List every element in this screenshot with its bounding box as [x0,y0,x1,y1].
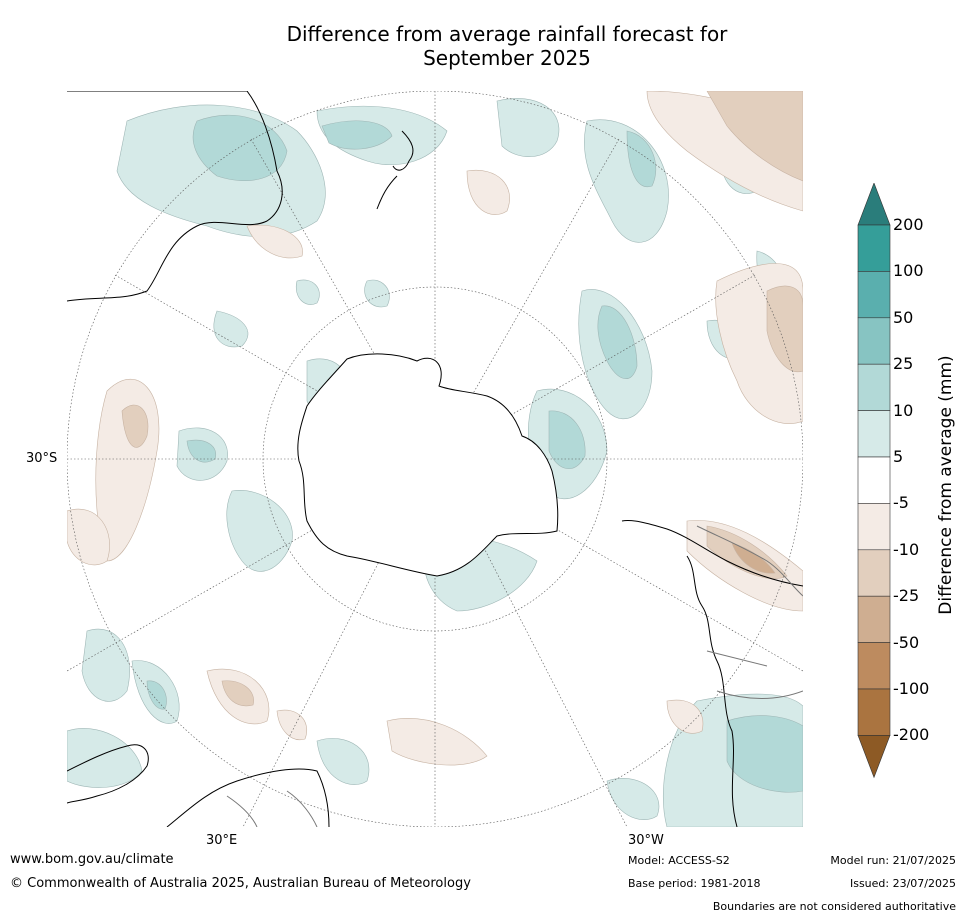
colorbar-band [857,317,891,365]
label-lon-30w: 30°W [628,833,664,848]
colorbar-band [857,456,891,504]
dry-anomaly-areas [67,91,803,766]
colorbar-band [857,363,891,411]
colorbar-tick-label: -200 [893,725,930,745]
colorbar-band [857,224,891,272]
footer-copyright: © Commonwealth of Australia 2025, Austra… [10,876,471,891]
colorbar-extend-low [857,735,891,779]
title-line-1: Difference from average rainfall forecas… [286,22,728,46]
south-america-borders [696,525,803,699]
colorbar-extend-high [857,183,891,226]
colorbar-tick-label: 50 [893,307,914,327]
footer-base-period: Base period: 1981-2018 [628,877,761,890]
footer-website[interactable]: www.bom.gov.au/climate [10,852,174,867]
colorbar-tick-label: -25 [893,586,920,606]
colorbar-tick-label: 100 [893,261,924,281]
africa-outline [67,744,330,827]
map-title: Difference from average rainfall forecas… [0,22,965,70]
colorbar [857,183,891,779]
colorbar-tick-label: 5 [893,447,904,466]
colorbar-band [857,549,891,597]
footer-model-run: Model run: 21/07/2025 [830,854,956,867]
colorbar-tick-label: -50 [893,632,920,652]
footer-model: Model: ACCESS-S2 [628,854,730,867]
colorbar-tick-label: -10 [893,539,920,559]
colorbar-band [857,271,891,319]
australia-outline [67,91,283,302]
colorbar-band [857,642,891,690]
colorbar-band [857,595,891,643]
colorbar-tick-label: 25 [893,354,914,374]
rainfall-anomaly-map [67,91,803,827]
colorbar-band [857,503,891,551]
south-america-outline [621,520,803,827]
colorbar-band [857,688,891,736]
africa-borders [226,790,318,827]
colorbar-tick-label: -5 [893,493,909,513]
footer-issued: Issued: 23/07/2025 [849,877,956,890]
footer-disclaimer: Boundaries are not considered authoritat… [712,900,956,913]
label-lat-30s: 30°S [26,451,58,466]
wet-anomaly-areas [67,98,803,827]
colorbar-tick-label: 10 [893,400,914,420]
colorbar-tick-label: -100 [893,679,930,698]
antarctica-outline [297,353,559,577]
title-line-2: September 2025 [423,46,591,70]
colorbar-label: Difference from average (mm) [936,355,956,615]
label-lon-30e: 30°E [206,833,238,848]
colorbar-band [857,410,891,458]
colorbar-tick-label: 200 [893,215,924,234]
new-zealand-outline [376,130,414,210]
